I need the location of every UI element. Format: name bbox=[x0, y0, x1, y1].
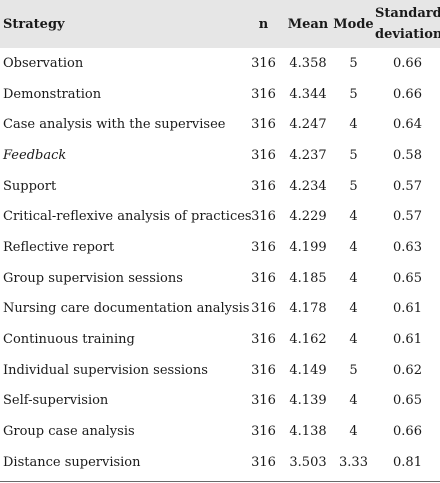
cell-mode: 4 bbox=[349, 393, 358, 409]
cell-strategy: Feedback bbox=[3, 147, 67, 163]
table-row: Self-supervision 316 4.139 4 0.65 bbox=[0, 386, 440, 417]
cell-mode: 4 bbox=[349, 270, 358, 286]
table-header: Strategy n Mean Mode Standard deviation bbox=[0, 0, 440, 48]
table-row: Feedback 316 4.237 5 0.58 bbox=[0, 140, 440, 171]
cell-mean: 4.358 bbox=[289, 55, 327, 71]
cell-mode: 4 bbox=[349, 117, 358, 133]
cell-strategy: Support bbox=[3, 178, 57, 194]
cell-mean: 4.149 bbox=[289, 362, 327, 378]
table-row: Individual supervision sessions 316 4.149 5… bbox=[0, 355, 440, 386]
cell-n: 316 bbox=[251, 454, 276, 470]
header-mode: Mode bbox=[333, 16, 374, 32]
cell-n: 316 bbox=[251, 147, 276, 163]
header-sd-line2: deviation bbox=[375, 27, 440, 42]
cell-n: 316 bbox=[251, 362, 276, 378]
cell-n: 316 bbox=[251, 270, 276, 286]
cell-mode: 4 bbox=[349, 239, 358, 255]
cell-standard-deviation: 0.66 bbox=[393, 55, 422, 71]
cell-n: 316 bbox=[251, 301, 276, 317]
table-body: Observation 316 4.358 5 0.66 Demonstration 316… bbox=[0, 48, 440, 478]
table-row: Group case analysis 316 4.138 4 0.66 bbox=[0, 416, 440, 447]
table-row: Support 316 4.234 5 0.57 bbox=[0, 171, 440, 202]
cell-strategy: Individual supervision sessions bbox=[3, 362, 208, 378]
cell-standard-deviation: 0.63 bbox=[393, 239, 422, 255]
table-row: Demonstration 316 4.344 5 0.66 bbox=[0, 79, 440, 110]
cell-strategy: Group supervision sessions bbox=[3, 270, 183, 286]
cell-mode: 5 bbox=[349, 147, 358, 163]
cell-strategy: Group case analysis bbox=[3, 424, 135, 440]
cell-standard-deviation: 0.62 bbox=[393, 362, 422, 378]
cell-strategy: Distance supervision bbox=[3, 454, 141, 470]
cell-n: 316 bbox=[251, 178, 276, 194]
cell-strategy: Reflective report bbox=[3, 239, 115, 255]
header-row: Strategy n Mean Mode Standard deviation bbox=[0, 0, 440, 48]
cell-standard-deviation: 0.61 bbox=[393, 301, 422, 317]
cell-mode: 5 bbox=[349, 55, 358, 71]
cell-mean: 4.138 bbox=[289, 424, 327, 440]
cell-standard-deviation: 0.58 bbox=[393, 147, 422, 163]
cell-mean: 4.229 bbox=[289, 209, 327, 225]
cell-mean: 4.139 bbox=[289, 393, 327, 409]
cell-standard-deviation: 0.57 bbox=[393, 178, 422, 194]
cell-standard-deviation: 0.66 bbox=[393, 424, 422, 440]
cell-standard-deviation: 0.81 bbox=[393, 454, 422, 470]
table-row: Continuous training 316 4.162 4 0.61 bbox=[0, 324, 440, 355]
cell-mean: 4.185 bbox=[289, 270, 327, 286]
cell-mean: 4.237 bbox=[289, 147, 327, 163]
cell-strategy: Continuous training bbox=[3, 332, 135, 348]
cell-mode: 4 bbox=[349, 209, 358, 225]
cell-strategy: Demonstration bbox=[3, 86, 102, 102]
cell-mean: 4.162 bbox=[289, 332, 327, 348]
cell-strategy: Critical-reflexive analysis of practices bbox=[3, 209, 252, 225]
cell-mean: 4.234 bbox=[289, 178, 327, 194]
cell-n: 316 bbox=[251, 393, 276, 409]
cell-strategy: Observation bbox=[3, 55, 84, 71]
cell-strategy: Nursing care documentation analysis bbox=[3, 301, 250, 317]
cell-mean: 4.247 bbox=[289, 117, 327, 133]
cell-standard-deviation: 0.57 bbox=[393, 209, 422, 225]
cell-mean: 4.199 bbox=[289, 239, 327, 255]
cell-mode: 4 bbox=[349, 301, 358, 317]
header-mean: Mean bbox=[287, 16, 329, 32]
cell-strategy: Case analysis with the supervisee bbox=[3, 117, 226, 133]
table-row: Critical-reflexive analysis of practices… bbox=[0, 201, 440, 232]
table-bottom-rule bbox=[0, 481, 440, 482]
cell-standard-deviation: 0.65 bbox=[393, 393, 422, 409]
cell-n: 316 bbox=[251, 117, 276, 133]
cell-n: 316 bbox=[251, 209, 276, 225]
cell-n: 316 bbox=[251, 239, 276, 255]
cell-mode: 4 bbox=[349, 332, 358, 348]
header-n: n bbox=[258, 16, 269, 32]
cell-n: 316 bbox=[251, 55, 276, 71]
cell-mode: 5 bbox=[349, 178, 358, 194]
cell-mode: 5 bbox=[349, 362, 358, 378]
table-row: Group supervision sessions 316 4.185 4 0.65 bbox=[0, 263, 440, 294]
table-row: Reflective report 316 4.199 4 0.63 bbox=[0, 232, 440, 263]
cell-strategy: Self-supervision bbox=[3, 393, 109, 409]
cell-standard-deviation: 0.64 bbox=[393, 117, 422, 133]
cell-mode: 5 bbox=[349, 86, 358, 102]
cell-n: 316 bbox=[251, 332, 276, 348]
header-standard-deviation: Standard deviation bbox=[375, 0, 440, 48]
cell-mean: 4.344 bbox=[289, 86, 327, 102]
cell-mode: 4 bbox=[349, 424, 358, 440]
table-row: Case analysis with the supervisee 316 4.24… bbox=[0, 109, 440, 140]
header-strategy: Strategy bbox=[3, 16, 65, 32]
header-sd-line1: Standard bbox=[375, 6, 440, 21]
cell-standard-deviation: 0.61 bbox=[393, 332, 422, 348]
cell-mode: 3.33 bbox=[339, 454, 368, 470]
cell-n: 316 bbox=[251, 424, 276, 440]
table-row: Observation 316 4.358 5 0.66 bbox=[0, 48, 440, 79]
cell-standard-deviation: 0.65 bbox=[393, 270, 422, 286]
cell-mean: 3.503 bbox=[289, 454, 327, 470]
table-row: Distance supervision 316 3.503 3.33 0.81 bbox=[0, 447, 440, 478]
table-row: Nursing care documentation analysis 316 4.… bbox=[0, 294, 440, 325]
cell-n: 316 bbox=[251, 86, 276, 102]
cell-mean: 4.178 bbox=[289, 301, 327, 317]
cell-standard-deviation: 0.66 bbox=[393, 86, 422, 102]
